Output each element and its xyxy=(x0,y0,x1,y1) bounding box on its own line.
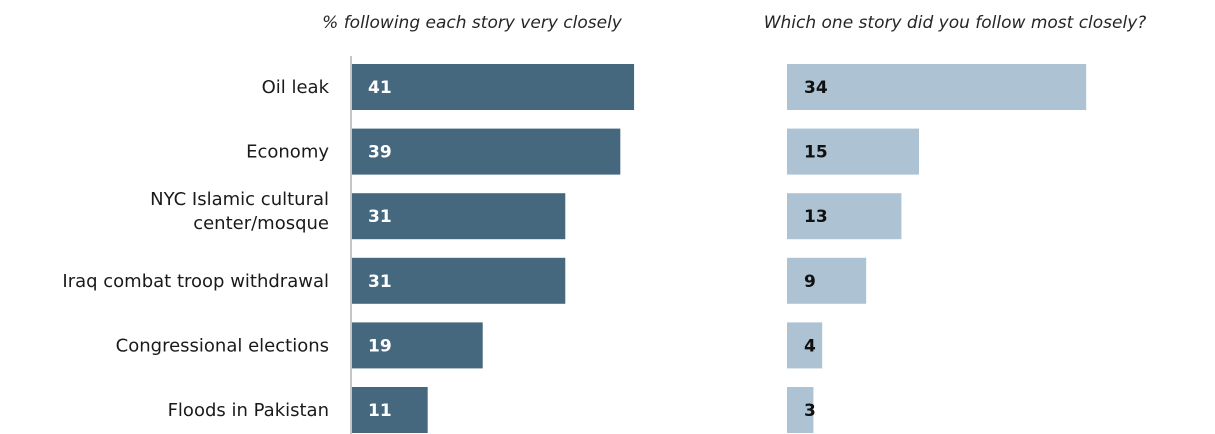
left-bar-value-label: 11 xyxy=(368,401,392,421)
right-bar xyxy=(787,64,1087,110)
right-bar-value-label: 4 xyxy=(804,336,816,356)
category-label: Congressional elections xyxy=(116,335,329,356)
right-bar-value-label: 34 xyxy=(804,78,828,98)
right-bar-value-label: 3 xyxy=(804,401,816,421)
left-bar xyxy=(352,64,635,110)
right-chart-title: Which one story did you follow most clos… xyxy=(764,13,1147,33)
left-bar xyxy=(352,322,483,369)
left-bar-value-label: 41 xyxy=(368,78,392,98)
right-bar-value-label: 15 xyxy=(804,143,828,163)
right-bar xyxy=(787,257,867,304)
left-bar xyxy=(352,257,566,304)
left-bar xyxy=(352,193,566,240)
category-label: Floods in Pakistan xyxy=(168,400,329,421)
right-bar xyxy=(787,128,919,175)
left-chart-title: % following each story very closely xyxy=(322,13,623,33)
category-label: Iraq combat troop withdrawal xyxy=(62,271,329,292)
left-bar-value-label: 19 xyxy=(368,336,392,356)
right-bar xyxy=(787,387,814,433)
left-bar-value-label: 31 xyxy=(368,207,392,227)
left-bar-value-label: 39 xyxy=(368,143,392,163)
right-bar-value-label: 13 xyxy=(804,207,828,227)
left-bar xyxy=(352,128,621,175)
left-bar-value-label: 31 xyxy=(368,272,392,292)
right-bar-value-label: 9 xyxy=(804,272,816,292)
right-bar xyxy=(787,193,902,240)
category-label: NYC Islamic cultural center/mosque xyxy=(150,189,329,234)
category-label: Economy xyxy=(246,142,329,163)
right-bar xyxy=(787,322,823,369)
left-bar xyxy=(352,387,428,433)
category-label: Oil leak xyxy=(262,77,330,98)
